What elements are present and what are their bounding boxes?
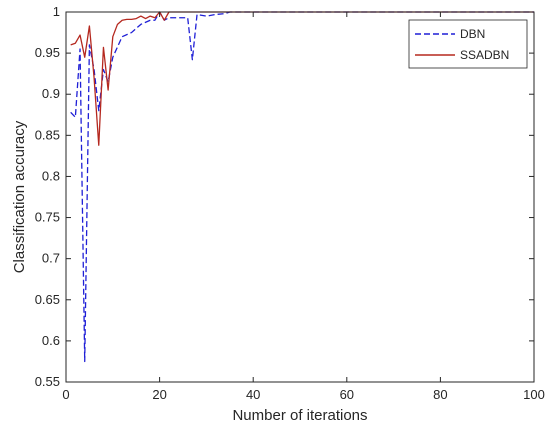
y-tick-label: 0.95 (35, 45, 60, 60)
legend-box (408, 19, 528, 69)
plot-area (66, 12, 534, 382)
y-tick-label: 0.75 (35, 210, 60, 225)
plot-frame (65, 11, 535, 383)
x-tick-label: 0 (62, 387, 69, 402)
y-tick-label: 0.7 (42, 251, 60, 266)
y-tick-label: 0.55 (35, 374, 60, 389)
x-tick-label: 100 (523, 387, 545, 402)
x-axis-label: Number of iterations (232, 407, 367, 424)
x-tick-label: 80 (433, 387, 447, 402)
legend: DBN SSADBN (408, 19, 528, 69)
y-tick-label: 1 (53, 4, 60, 19)
y-tick-label: 0.9 (42, 86, 60, 101)
y-tick-label: 0.65 (35, 292, 60, 307)
x-tick-label: 20 (152, 387, 166, 402)
y-tick-label: 0.85 (35, 127, 60, 142)
x-tick-label: 40 (246, 387, 260, 402)
legend-label-ssadbn: SSADBN (460, 48, 509, 62)
y-tick-label: 0.8 (42, 168, 60, 183)
legend-label-dbn: DBN (460, 27, 485, 41)
y-tick-label: 0.6 (42, 333, 60, 348)
y-axis-label: Classification accuracy (11, 120, 28, 273)
ticks-layer: 0 20 40 60 80 100 0.55 0.6 0.65 0.7 0.75 0.8 0.85 0.9… (35, 4, 545, 402)
x-tick-label: 60 (340, 387, 354, 402)
